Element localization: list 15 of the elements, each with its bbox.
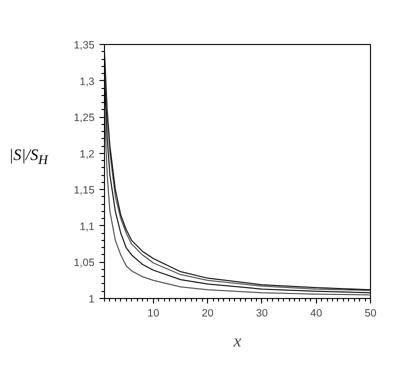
x-tick-label: 40 bbox=[310, 308, 322, 320]
x-tick-label: 20 bbox=[202, 308, 214, 320]
y-tick-label: 1,2 bbox=[80, 148, 95, 160]
x-tick-label: 10 bbox=[147, 308, 160, 320]
y-tick-label: 1,1 bbox=[80, 220, 95, 233]
y-tick-label: 1,15 bbox=[74, 184, 95, 197]
y-tick-label: 1,35 bbox=[74, 40, 95, 52]
y-tick-label: 1,05 bbox=[74, 257, 95, 270]
y-tick-label: 1 bbox=[88, 294, 95, 306]
y-tick-label: 1,25 bbox=[74, 112, 95, 124]
x-tick-label: 50 bbox=[364, 308, 376, 320]
y-axis-title: |S|/S$_{H}$ bbox=[9, 146, 48, 170]
x-tick-label: 30 bbox=[256, 308, 268, 320]
x-axis-title: x bbox=[232, 332, 242, 350]
y-tick-label: 1,3 bbox=[80, 76, 95, 88]
